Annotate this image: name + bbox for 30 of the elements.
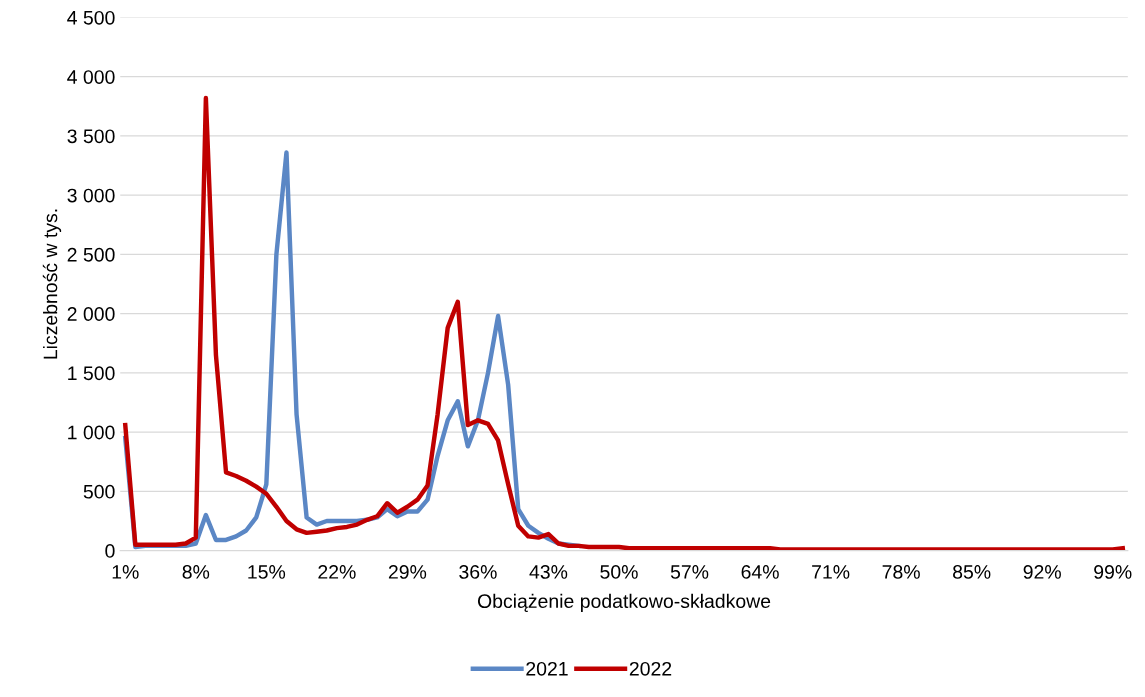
y-tick-label: 0 — [105, 544, 115, 558]
x-tick-label: 8% — [182, 565, 210, 579]
y-tick-label: 3 000 — [67, 188, 115, 203]
x-tick-label: 15% — [248, 565, 286, 579]
y-tick-label: 4 000 — [67, 70, 115, 84]
x-tick-label: 57% — [670, 565, 709, 579]
y-tick-label: 2 500 — [67, 247, 115, 262]
legend-label: 2022 — [629, 661, 672, 676]
line-series — [123, 95, 1126, 551]
y-tick-label: 500 — [83, 484, 115, 499]
x-axis-title: Obciążenie podatkowo-składkowe — [477, 593, 771, 612]
x-tick-label: 29% — [388, 565, 427, 579]
y-tick-label: 1 000 — [68, 425, 115, 440]
x-tick-label: 85% — [953, 565, 991, 579]
y-tick-label: 4 500 — [67, 10, 115, 25]
y-tick-label: 1 500 — [68, 366, 115, 381]
x-tick-label: 43% — [529, 565, 568, 579]
x-tick-label: 78% — [882, 565, 920, 579]
y-axis-title: Liczebność w tys. — [42, 209, 62, 359]
x-tick-label: 36% — [459, 565, 497, 579]
x-tick-label: 22% — [318, 565, 356, 579]
x-tick-label: 71% — [812, 565, 850, 579]
x-tick-label: 99% — [1094, 565, 1132, 579]
x-tick-label: 50% — [600, 565, 638, 579]
x-tick-label: 64% — [741, 565, 779, 579]
x-tick-label: 92% — [1023, 565, 1061, 579]
x-tick-label: 1% — [112, 565, 139, 579]
legend-label: 2021 — [526, 661, 568, 676]
y-tick-label: 3 500 — [67, 129, 115, 144]
y-tick-label: 2 000 — [67, 307, 115, 321]
